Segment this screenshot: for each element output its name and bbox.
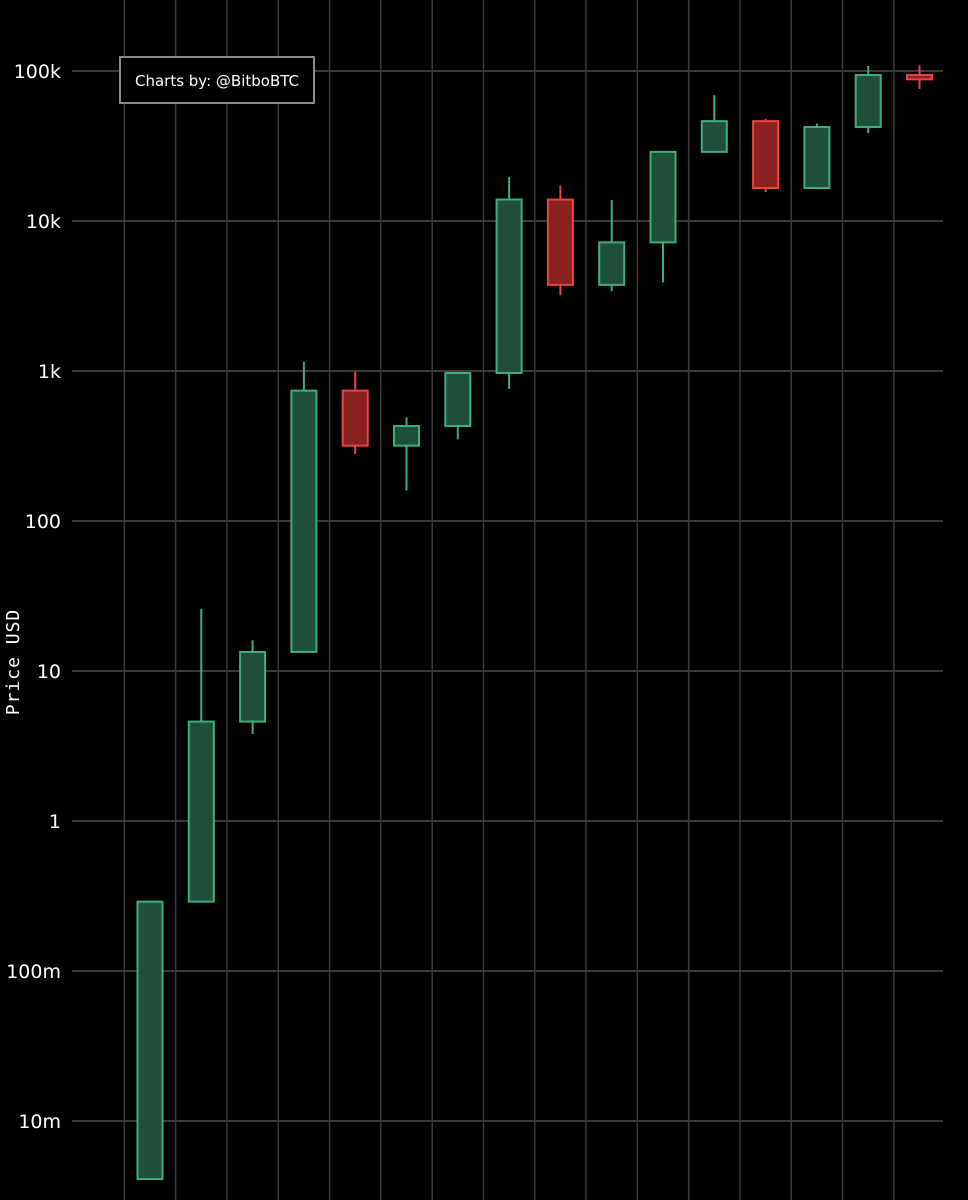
- candle: [700, 95, 728, 153]
- y-tick-labels: 10m 100m 1 10 100 1k 10k 100k: [6, 61, 61, 1133]
- y-axis-title: Price USD: [3, 609, 24, 716]
- watermark: Charts by: @BitboBTC: [119, 56, 315, 104]
- candle-body: [752, 120, 780, 189]
- candle: [598, 200, 626, 292]
- y-tick-label: 100: [25, 511, 61, 533]
- candle-body: [649, 150, 677, 244]
- candle: [290, 361, 318, 653]
- y-tick-label: 1: [49, 811, 61, 833]
- candle: [444, 371, 472, 440]
- y-tick-label: 100m: [6, 961, 61, 983]
- candle: [187, 608, 215, 903]
- watermark-text: Charts by: @BitboBTC: [135, 72, 299, 90]
- candle: [854, 65, 882, 134]
- candle-body: [444, 371, 472, 427]
- candle: [546, 185, 574, 296]
- candle-body: [136, 900, 164, 1181]
- candle-body: [495, 198, 523, 374]
- candle-body: [393, 424, 420, 447]
- candle: [649, 150, 677, 283]
- y-tick-label: 10m: [18, 1111, 61, 1133]
- y-tick-label: 100k: [14, 61, 61, 83]
- candle-body: [700, 120, 728, 153]
- candle-body: [187, 720, 215, 903]
- y-tick-label: 10k: [26, 211, 61, 233]
- candle: [803, 123, 831, 189]
- y-tick-label: 10: [37, 661, 61, 683]
- y-tick-label: 1k: [38, 361, 61, 383]
- watermark-box: [119, 56, 315, 104]
- candles-layer: [136, 65, 933, 1181]
- candle: [906, 65, 933, 89]
- candle-body: [854, 74, 882, 129]
- candle-body: [341, 389, 369, 447]
- candle: [495, 176, 523, 389]
- candle: [752, 118, 780, 193]
- candle-body: [598, 241, 626, 286]
- candle-body: [906, 74, 933, 81]
- candle: [341, 371, 369, 454]
- candle: [239, 640, 267, 735]
- candle-body: [290, 389, 318, 653]
- candle: [136, 900, 164, 1181]
- candle-body: [803, 126, 831, 189]
- candle: [393, 417, 420, 491]
- candle-body: [546, 198, 574, 286]
- candle-body: [239, 650, 267, 723]
